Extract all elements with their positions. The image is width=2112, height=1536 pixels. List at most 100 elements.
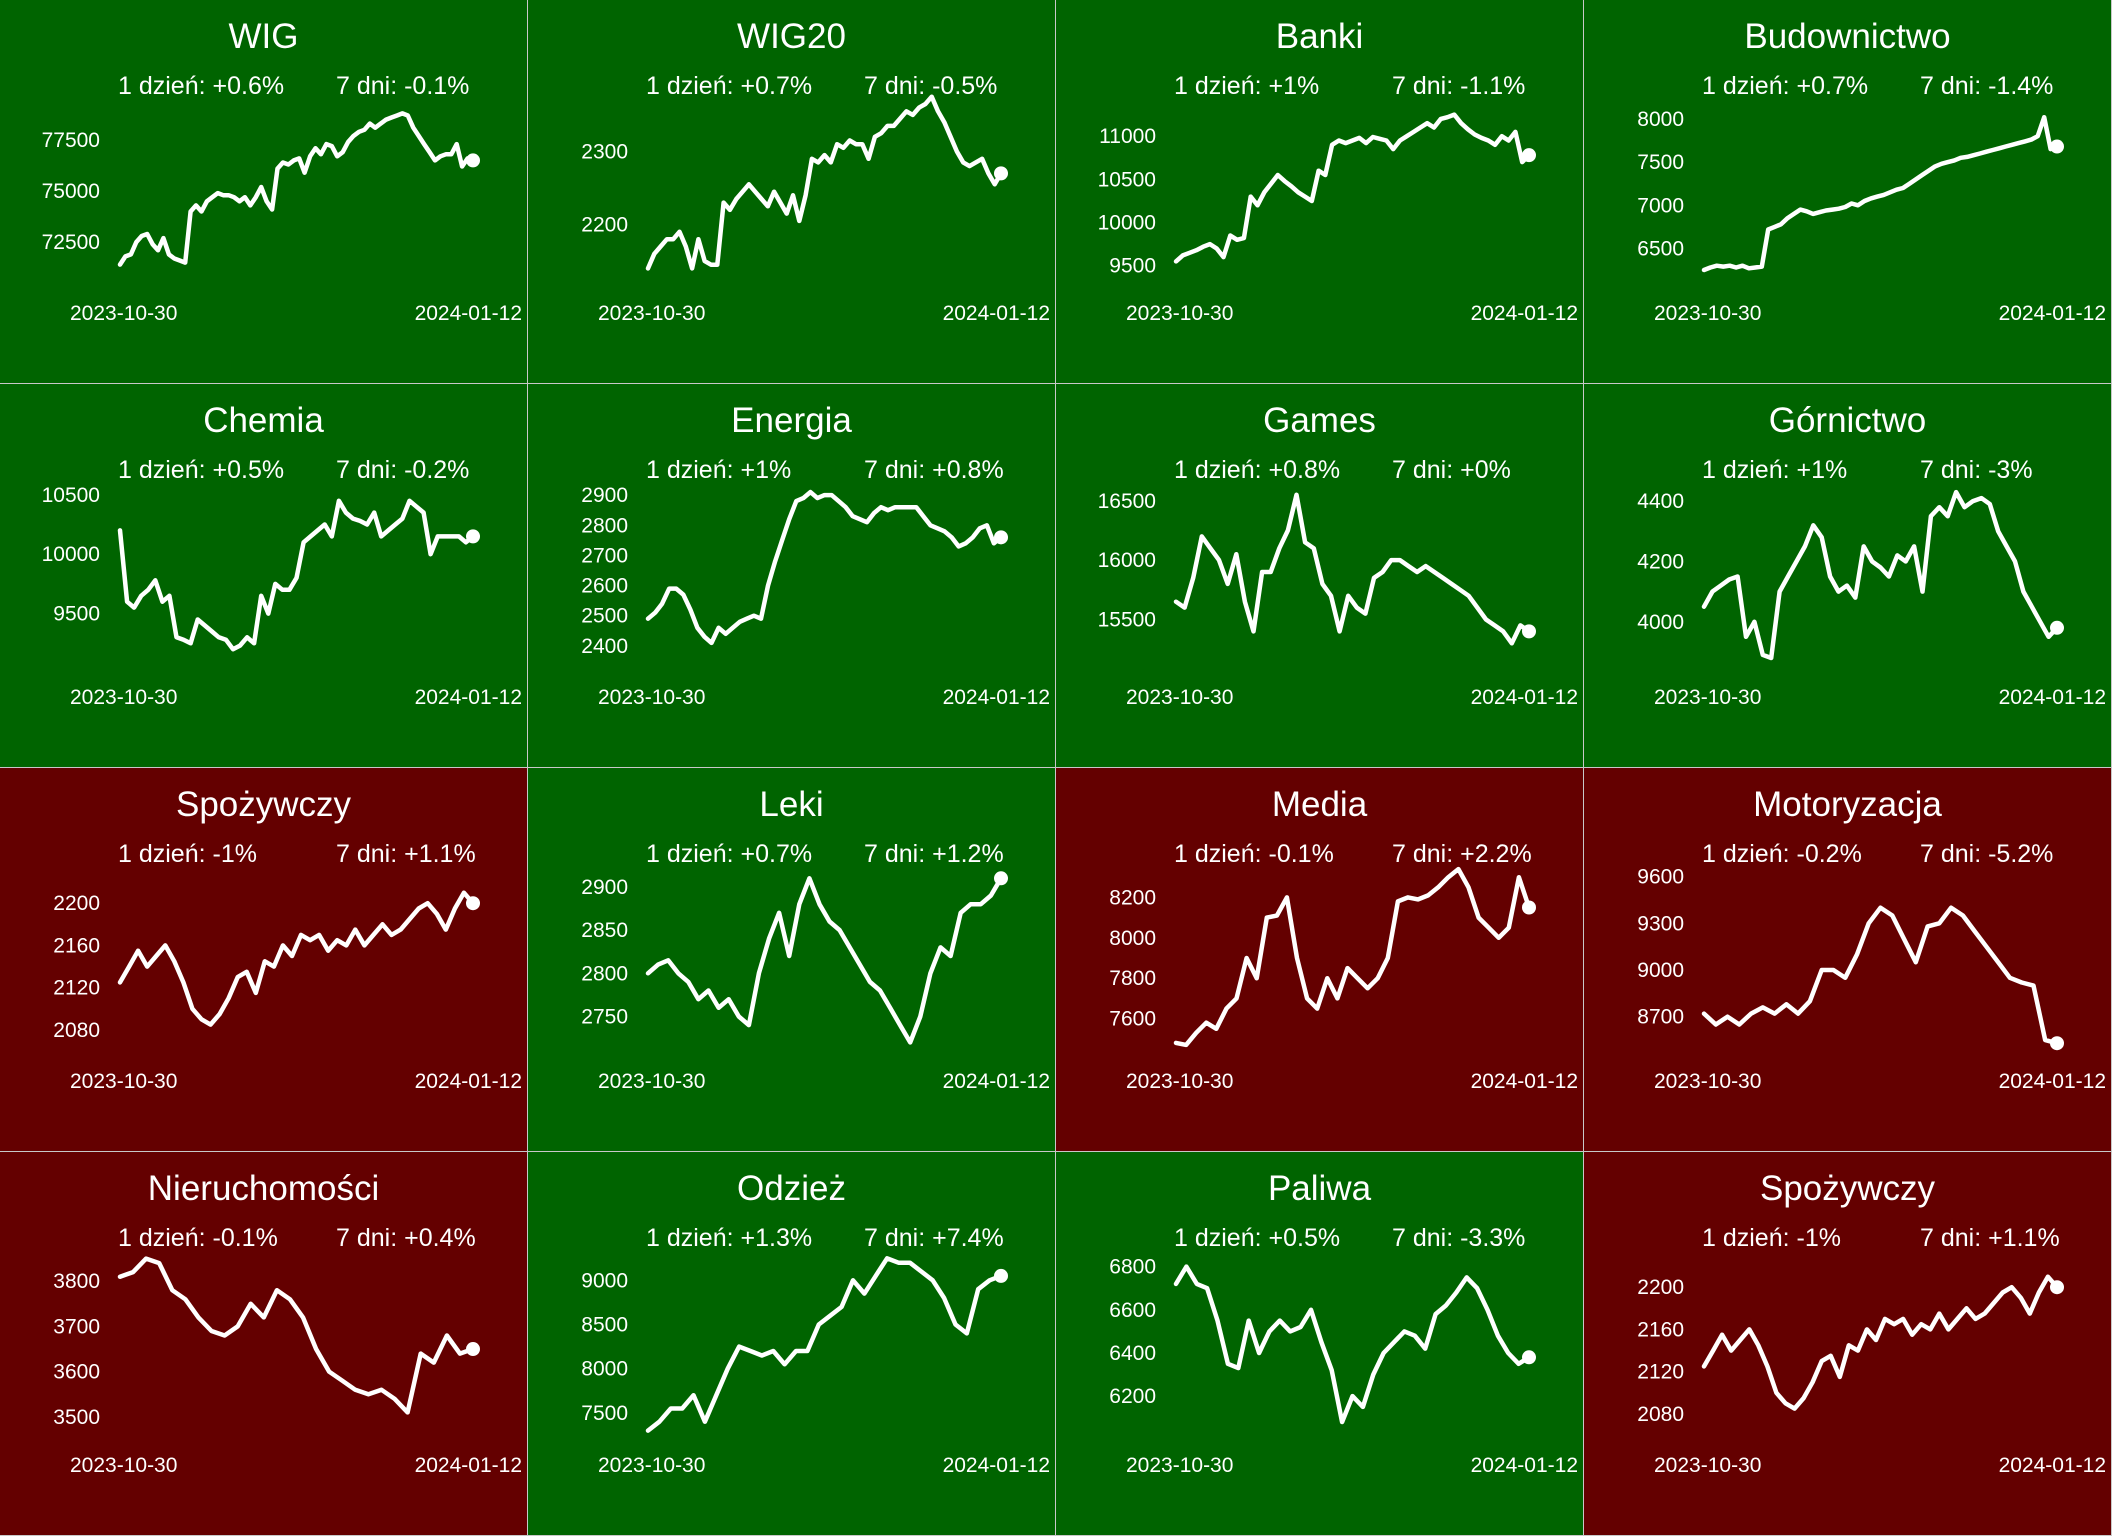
y-tick-label: 2120 (53, 977, 100, 1000)
y-tick-label: 16000 (1098, 549, 1156, 572)
panel-title: Paliwa (1268, 1169, 1372, 1208)
one-day-change: 1 dzień: +0.5% (118, 456, 284, 484)
seven-day-change: 7 dni: +1.1% (336, 840, 476, 868)
panel-title: Spożywczy (176, 785, 352, 824)
price-line (1701, 489, 2060, 661)
price-line (117, 890, 476, 1027)
panel-title: Media (1272, 785, 1368, 824)
x-start-label: 2023-10-30 (1126, 302, 1233, 325)
x-start-label: 2023-10-30 (70, 1454, 177, 1477)
x-start-label: 2023-10-30 (70, 1070, 177, 1093)
x-start-label: 2023-10-30 (598, 686, 705, 709)
y-tick-label: 3800 (53, 1270, 100, 1293)
one-day-change: 1 dzień: +0.7% (1702, 72, 1868, 100)
y-tick-label: 9500 (1109, 255, 1156, 278)
sector-chart: Energia 1 dzień: +1% 7 dni: +0.8% 2400 2500 2… (581, 401, 1050, 709)
one-day-change: 1 dzień: +1% (1174, 72, 1319, 100)
y-tick-label: 10500 (42, 484, 100, 507)
y-tick-label: 11000 (1099, 125, 1156, 148)
last-price-marker (994, 871, 1008, 886)
sector-chart: Motoryzacja 1 dzień: -0.2% 7 dni: -5.2% 870… (1637, 785, 2106, 1093)
sector-chart: Górnictwo 1 dzień: +1% 7 dni: -3% 4000 4200 4… (1637, 401, 2106, 709)
panel-title: Games (1263, 401, 1376, 440)
panel-title: WIG (229, 17, 299, 56)
y-tick-label: 7500 (581, 1402, 628, 1425)
sector-chart: Media 1 dzień: -0.1% 7 dni: +2.2% 7600 7800 8… (1109, 785, 1578, 1093)
price-line (1173, 112, 1532, 264)
y-tick-label: 2300 (581, 140, 628, 163)
one-day-change: 1 dzień: +0.7% (646, 840, 812, 868)
last-price-marker (466, 1342, 480, 1357)
seven-day-change: 7 dni: -0.1% (336, 72, 469, 100)
y-tick-label: 7000 (1637, 194, 1684, 217)
y-tick-label: 75000 (42, 180, 100, 203)
y-tick-label: 8500 (581, 1314, 628, 1337)
y-tick-label: 2400 (581, 635, 628, 658)
one-day-change: 1 dzień: +0.8% (1174, 456, 1340, 484)
price-line (1173, 866, 1532, 1048)
panel-title: Nieruchomości (148, 1169, 379, 1208)
y-tick-label: 2600 (581, 575, 628, 598)
sector-panel: Paliwa 1 dzień: +0.5% 7 dni: -3.3% 6200 6400… (1056, 1152, 1583, 1535)
panel-title: Budownictwo (1744, 17, 1950, 56)
last-price-marker (2050, 139, 2064, 154)
x-start-label: 2023-10-30 (1654, 1454, 1761, 1477)
price-line (645, 1256, 1004, 1433)
sector-panel: Spożywczy 1 dzień: -1% 7 dni: +1.1% 2080 212… (1584, 1152, 2111, 1535)
y-tick-label: 2200 (1637, 1276, 1684, 1299)
y-tick-label: 8000 (1637, 108, 1684, 131)
y-tick-label: 9000 (581, 1269, 628, 1292)
price-line (1701, 114, 2060, 273)
one-day-change: 1 dzień: -0.2% (1702, 840, 1862, 868)
y-tick-label: 2500 (581, 605, 628, 628)
price-line (117, 1256, 476, 1415)
price-line (1701, 905, 2060, 1046)
last-price-marker (1522, 624, 1536, 639)
y-tick-label: 6400 (1109, 1342, 1156, 1365)
y-tick-label: 4400 (1637, 490, 1684, 513)
y-tick-label: 3500 (53, 1406, 100, 1429)
y-tick-label: 4000 (1637, 611, 1684, 634)
sector-chart: Nieruchomości 1 dzień: -0.1% 7 dni: +0.4% 3… (53, 1169, 522, 1477)
sector-panel: Motoryzacja 1 dzień: -0.2% 7 dni: -5.2% 870… (1584, 768, 2111, 1151)
y-tick-label: 9600 (1637, 866, 1684, 889)
one-day-change: 1 dzień: +0.5% (1174, 1224, 1340, 1252)
x-end-label: 2024-01-12 (1999, 686, 2106, 709)
panel-title: Leki (759, 785, 823, 824)
y-tick-label: 8200 (1109, 886, 1156, 909)
y-tick-label: 3600 (53, 1361, 100, 1384)
y-tick-label: 2900 (581, 484, 628, 507)
x-end-label: 2024-01-12 (1471, 302, 1578, 325)
price-line (1173, 492, 1532, 646)
seven-day-change: 7 dni: +2.2% (1392, 840, 1532, 868)
one-day-change: 1 dzień: +0.7% (646, 72, 812, 100)
x-end-label: 2024-01-12 (1471, 1070, 1578, 1093)
price-line (1701, 1274, 2060, 1411)
sector-chart: Leki 1 dzień: +0.7% 7 dni: +1.2% 2750 2800 28… (581, 785, 1050, 1093)
sector-panel: WIG 1 dzień: +0.6% 7 dni: -0.1% 72500 75000 7… (0, 0, 527, 383)
panel-title: Chemia (203, 401, 324, 440)
last-price-marker (2050, 1280, 2064, 1295)
sector-panel: Nieruchomości 1 dzień: -0.1% 7 dni: +0.4% 3… (0, 1152, 527, 1535)
y-tick-label: 15500 (1098, 609, 1156, 632)
y-tick-label: 2850 (581, 919, 628, 942)
y-tick-label: 8000 (581, 1358, 628, 1381)
price-line (645, 94, 1004, 271)
x-end-label: 2024-01-12 (943, 1454, 1050, 1477)
x-start-label: 2023-10-30 (70, 302, 177, 325)
sector-panel: Chemia 1 dzień: +0.5% 7 dni: -0.2% 9500 1000… (0, 384, 527, 767)
price-line (1173, 1264, 1532, 1425)
sector-chart: Chemia 1 dzień: +0.5% 7 dni: -0.2% 9500 1000… (42, 401, 522, 709)
y-tick-label: 8000 (1109, 927, 1156, 950)
last-price-marker (994, 530, 1008, 545)
seven-day-change: 7 dni: -1.1% (1392, 72, 1525, 100)
last-price-marker (2050, 620, 2064, 635)
y-tick-label: 10500 (1098, 168, 1156, 191)
x-end-label: 2024-01-12 (415, 1454, 522, 1477)
sector-chart: Budownictwo 1 dzień: +0.7% 7 dni: -1.4% 650… (1637, 17, 2106, 325)
sector-panel: Spożywczy 1 dzień: -1% 7 dni: +1.1% 2080 212… (0, 768, 527, 1151)
panel-title: Energia (731, 401, 852, 440)
seven-day-change: 7 dni: +0% (1392, 456, 1511, 484)
x-end-label: 2024-01-12 (1999, 302, 2106, 325)
last-price-marker (1522, 900, 1536, 915)
